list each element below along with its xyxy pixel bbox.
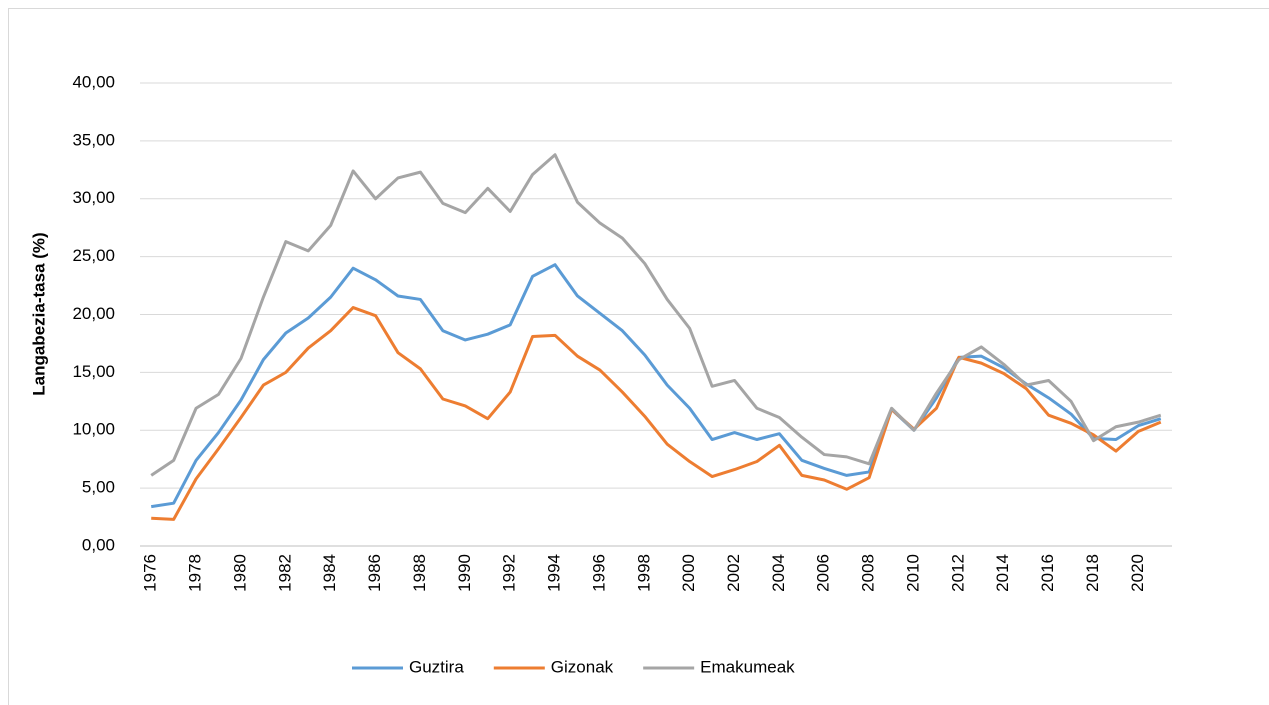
series-line — [151, 306, 1162, 521]
chart-border — [8, 8, 1269, 705]
x-tick-label: 2008 — [859, 554, 878, 592]
x-tick-label: 1976 — [141, 554, 160, 592]
x-tick-label: 2012 — [948, 554, 967, 592]
series-line — [150, 263, 1162, 509]
x-tick-label: 1982 — [275, 554, 294, 592]
x-tick-label: 1996 — [589, 554, 608, 592]
legend-label: Guztira — [409, 657, 464, 676]
y-tick-label: 30,00 — [72, 188, 115, 207]
y-tick-label: 25,00 — [72, 246, 115, 265]
y-tick-label: 20,00 — [72, 304, 115, 323]
x-tick-label: 1994 — [545, 554, 564, 592]
y-tick-label: 15,00 — [72, 362, 115, 381]
y-tick-label: 35,00 — [72, 130, 115, 149]
x-tick-label: 1990 — [455, 554, 474, 592]
x-tick-label: 1998 — [634, 554, 653, 592]
x-tick-label: 2002 — [724, 554, 743, 592]
legend-label: Gizonak — [551, 657, 614, 676]
x-tick-label: 1980 — [230, 554, 249, 592]
x-tick-label: 2016 — [1038, 554, 1057, 592]
x-tick-label: 1992 — [500, 554, 519, 592]
x-tick-label: 1978 — [186, 554, 205, 592]
x-tick-label: 2018 — [1083, 554, 1102, 592]
x-tick-label: 2004 — [769, 554, 788, 592]
x-tick-label: 2014 — [993, 554, 1012, 592]
y-tick-label: 40,00 — [72, 72, 115, 91]
y-axis-title: Langabezia-tasa (%) — [29, 232, 48, 395]
legend-label: Emakumeak — [700, 657, 795, 676]
x-tick-label: 2000 — [679, 554, 698, 592]
x-tick-label: 2006 — [814, 554, 833, 592]
x-tick-label: 1986 — [365, 554, 384, 592]
x-tick-label: 2020 — [1128, 554, 1147, 592]
series-line — [150, 153, 1162, 477]
y-tick-label: 5,00 — [82, 478, 115, 497]
x-tick-label: 1984 — [320, 554, 339, 592]
y-tick-label: 10,00 — [72, 420, 115, 439]
x-tick-label: 1988 — [410, 554, 429, 592]
y-tick-label: 0,00 — [82, 535, 115, 554]
x-tick-label: 2010 — [903, 554, 922, 592]
